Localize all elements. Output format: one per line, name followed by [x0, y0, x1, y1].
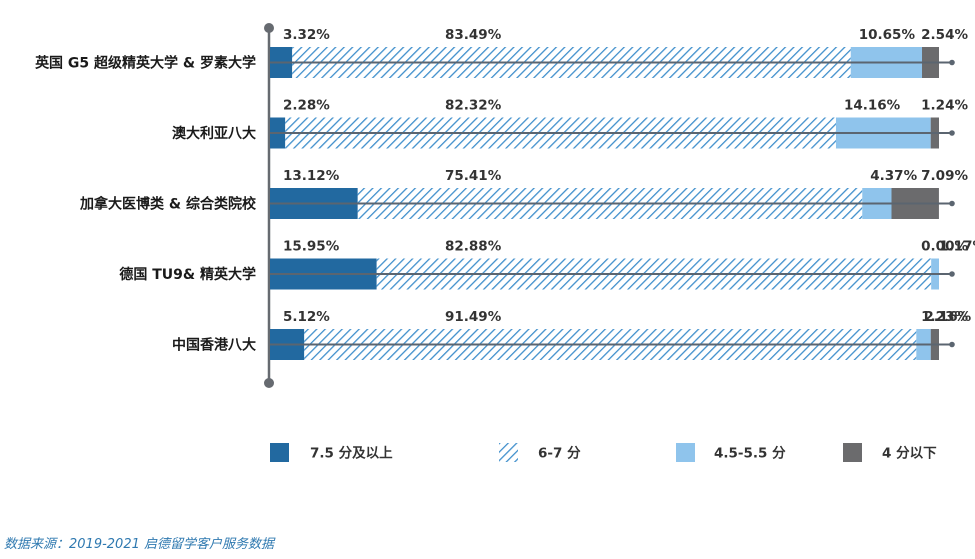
data-label-series-4: 7.09%: [921, 168, 968, 184]
data-source-note: 数据来源：2019-2021 启德留学客户服务数据: [4, 537, 274, 552]
legend-label-4: 4 分以下: [882, 446, 937, 462]
data-label-series-3: 2.16%: [924, 309, 971, 325]
category-label: 澳大利亚八大: [172, 125, 256, 142]
bar-center-line-end-dot: [949, 130, 955, 136]
category-label: 中国香港八大: [172, 337, 256, 354]
bar-center-line-end-dot: [949, 341, 955, 348]
data-label-series-2: 83.49%: [445, 27, 502, 43]
y-axis-top-dot: [264, 23, 274, 33]
legend-swatch-2: [499, 443, 518, 462]
bars-layer: 英国 G5 超级精英大学 & 罗素大学 3.32% 83.49% 10.65% 2.54…: [34, 27, 975, 360]
data-label-series-2: 91.49%: [445, 309, 502, 325]
y-axis-bottom-dot: [264, 378, 274, 388]
legend: 7.5 分及以上 6-7 分 4.5-5.5 分 4 分以下: [270, 443, 937, 462]
data-label-series-4: 0.00%: [921, 239, 968, 255]
bar-center-line-end-dot: [949, 200, 955, 207]
data-label-series-1: 5.12%: [283, 309, 330, 325]
legend-swatch-4: [843, 443, 862, 462]
legend-label-3: 4.5-5.5 分: [714, 446, 786, 462]
data-label-series-1: 15.95%: [283, 239, 340, 255]
data-label-series-1: 2.28%: [283, 98, 330, 114]
data-label-series-3: 1.17%: [939, 239, 975, 255]
data-label-series-2: 75.41%: [445, 168, 502, 184]
data-label-series-3: 10.65%: [859, 27, 916, 43]
legend-label-2: 6-7 分: [538, 446, 581, 462]
data-label-series-3: 4.37%: [870, 168, 917, 184]
legend-label-1: 7.5 分及以上: [310, 446, 393, 462]
category-label: 英国 G5 超级精英大学 & 罗素大学: [34, 55, 256, 72]
data-label-series-1: 3.32%: [283, 27, 330, 43]
data-label-series-2: 82.88%: [445, 239, 502, 255]
data-label-series-4: 2.54%: [921, 27, 968, 43]
legend-swatch-1: [270, 443, 289, 462]
legend-swatch-3: [676, 443, 695, 462]
bar-center-line-end-dot: [949, 271, 955, 277]
data-label-series-2: 82.32%: [445, 98, 502, 114]
data-label-series-4: 1.24%: [921, 98, 968, 114]
category-label: 德国 TU9& 精英大学: [119, 266, 256, 283]
data-label-series-1: 13.12%: [283, 168, 340, 184]
bar-center-line-end-dot: [949, 59, 955, 66]
category-label: 加拿大医博类 & 综合类院校: [79, 196, 257, 213]
data-label-series-3: 14.16%: [844, 98, 901, 114]
data-label-series-4: 1.23%: [921, 309, 968, 325]
